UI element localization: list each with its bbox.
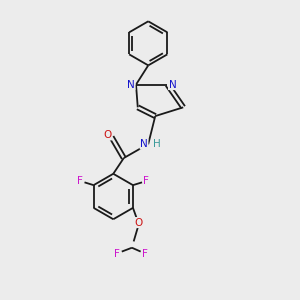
Text: F: F bbox=[142, 249, 148, 259]
Text: N: N bbox=[127, 80, 135, 90]
Text: F: F bbox=[77, 176, 83, 186]
Text: F: F bbox=[114, 249, 120, 259]
Text: N: N bbox=[169, 80, 176, 90]
Text: H: H bbox=[153, 139, 161, 149]
Text: N: N bbox=[140, 139, 148, 149]
Text: F: F bbox=[143, 176, 149, 186]
Text: O: O bbox=[103, 130, 112, 140]
Text: O: O bbox=[134, 218, 142, 228]
